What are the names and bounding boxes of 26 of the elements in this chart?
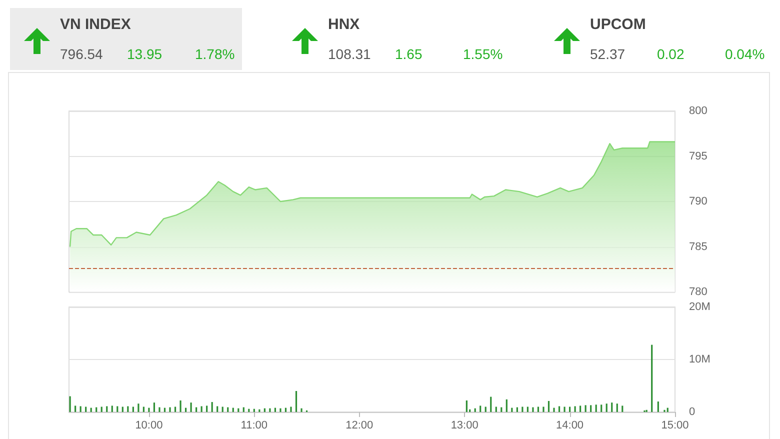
y-tick-label: 20M	[689, 301, 710, 313]
x-tick-label: 13:00	[450, 420, 478, 432]
y-tick-label: 790	[689, 196, 708, 208]
y-tick-label: 800	[689, 105, 708, 117]
text: 52.37	[590, 46, 626, 62]
y-tick-label: 795	[689, 150, 708, 162]
text: 108.31	[328, 46, 371, 62]
text: 796.54	[60, 46, 103, 62]
x-tick-label: 14:00	[556, 420, 584, 432]
text: HNX	[328, 16, 360, 33]
y-tick-label: 10M	[689, 354, 710, 366]
text: 1.55%	[463, 46, 503, 62]
x-tick-label: 12:00	[346, 420, 374, 432]
text: UPCOM	[590, 16, 646, 33]
x-tick-label: 11:00	[240, 420, 268, 432]
y-tick-label: 780	[689, 286, 708, 298]
x-tick-label: 10:00	[135, 420, 163, 432]
text: VN INDEX	[60, 16, 131, 33]
text: 13.95	[127, 46, 162, 62]
y-tick-label: 0	[689, 406, 696, 418]
x-tick-label: 15:00	[661, 420, 689, 432]
text: 0.02	[657, 46, 684, 62]
text: 1.78%	[195, 46, 235, 62]
y-tick-label: 785	[689, 240, 708, 253]
text: 0.04%	[725, 46, 765, 62]
text: 1.65	[395, 46, 422, 62]
